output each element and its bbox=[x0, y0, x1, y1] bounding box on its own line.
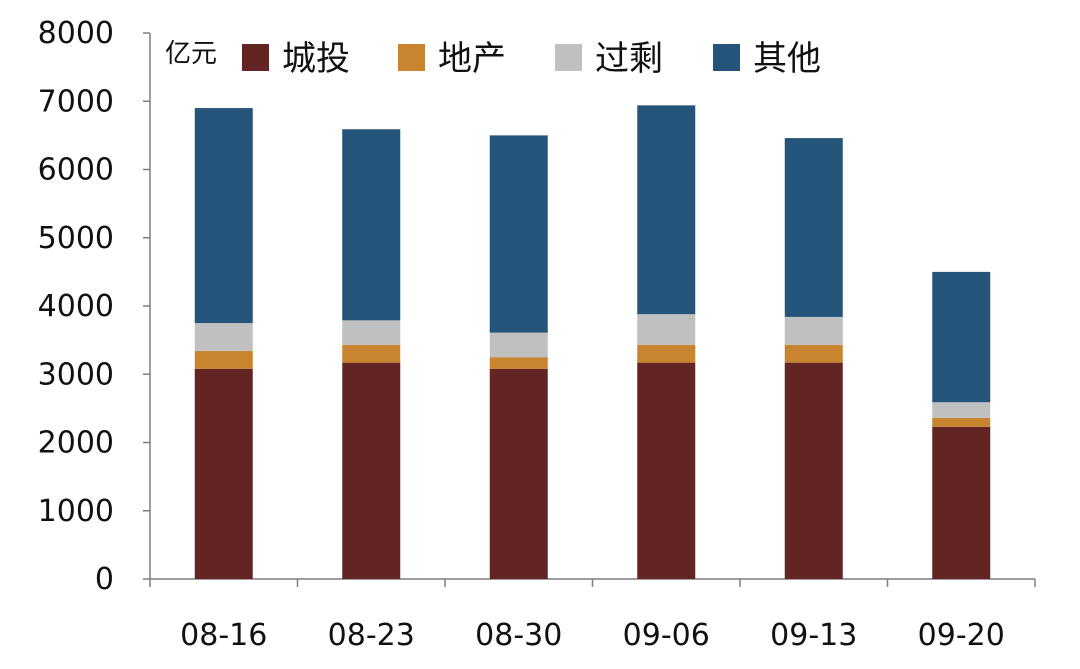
y-unit-label: 亿元 bbox=[165, 39, 217, 69]
y-tick-label: 6000 bbox=[38, 153, 114, 188]
bar-segment-其他-08-30 bbox=[489, 135, 548, 333]
bar-segment-过剩-08-23 bbox=[342, 320, 401, 345]
bar-segment-城投-09-20 bbox=[932, 426, 991, 579]
bar-segment-城投-09-06 bbox=[637, 362, 696, 579]
y-tick-label: 7000 bbox=[38, 84, 114, 119]
bar-segment-其他-09-20 bbox=[932, 271, 991, 403]
bar-segment-其他-08-23 bbox=[342, 129, 401, 321]
bars bbox=[194, 105, 991, 579]
bar-segment-城投-08-30 bbox=[489, 368, 548, 579]
bar-segment-过剩-08-16 bbox=[194, 323, 253, 352]
bar-segment-城投-09-13 bbox=[784, 362, 843, 579]
legend-swatch bbox=[555, 44, 582, 71]
y-tick-label: 4000 bbox=[38, 289, 114, 324]
y-tick-label: 2000 bbox=[38, 426, 114, 461]
legend-label: 地产 bbox=[438, 39, 506, 79]
x-axis: 08-16 08-23 08-30 09-06 09-13 09-20 bbox=[149, 578, 1036, 653]
bar-segment-地产-09-20 bbox=[932, 417, 991, 427]
x-tick-label: 08-23 bbox=[328, 618, 415, 653]
bar-segment-过剩-09-20 bbox=[932, 402, 991, 418]
bar-segment-地产-08-30 bbox=[489, 357, 548, 369]
bar-segment-地产-08-16 bbox=[194, 351, 253, 369]
bar-segment-过剩-08-30 bbox=[489, 332, 548, 358]
y-tick-label: 8000 bbox=[38, 16, 114, 51]
y-tick-label: 0 bbox=[95, 562, 114, 597]
bar-segment-其他-09-06 bbox=[637, 105, 696, 315]
legend-swatch bbox=[398, 44, 425, 71]
x-tick-label: 09-20 bbox=[918, 618, 1005, 653]
bar-segment-过剩-09-13 bbox=[784, 316, 843, 345]
y-tick-label: 3000 bbox=[38, 357, 114, 392]
bar-segment-地产-08-23 bbox=[342, 344, 401, 363]
legend: 城投 地产 过剩 其他 bbox=[242, 39, 821, 79]
legend-label: 其他 bbox=[753, 39, 821, 79]
y-tick-label: 5000 bbox=[38, 221, 114, 256]
bar-segment-过剩-09-06 bbox=[637, 314, 696, 345]
legend-swatch bbox=[242, 44, 269, 71]
bar-segment-地产-09-13 bbox=[784, 344, 843, 363]
bar-segment-其他-08-16 bbox=[194, 108, 253, 324]
x-tick-label: 08-30 bbox=[475, 618, 562, 653]
legend-label: 过剩 bbox=[595, 39, 663, 79]
bar-segment-城投-08-16 bbox=[194, 368, 253, 579]
y-tick-label: 1000 bbox=[38, 494, 114, 529]
x-tick-label: 08-16 bbox=[180, 618, 267, 653]
x-tick-label: 09-06 bbox=[623, 618, 710, 653]
bar-segment-城投-08-23 bbox=[342, 362, 401, 579]
legend-label: 城投 bbox=[282, 39, 350, 79]
bar-segment-其他-09-13 bbox=[784, 138, 843, 317]
legend-swatch bbox=[713, 44, 740, 71]
y-axis: 0 1000 2000 3000 4000 5000 6000 7000 8000 bbox=[38, 16, 151, 597]
x-tick-label: 09-13 bbox=[770, 618, 857, 653]
bar-segment-地产-09-06 bbox=[637, 344, 696, 363]
